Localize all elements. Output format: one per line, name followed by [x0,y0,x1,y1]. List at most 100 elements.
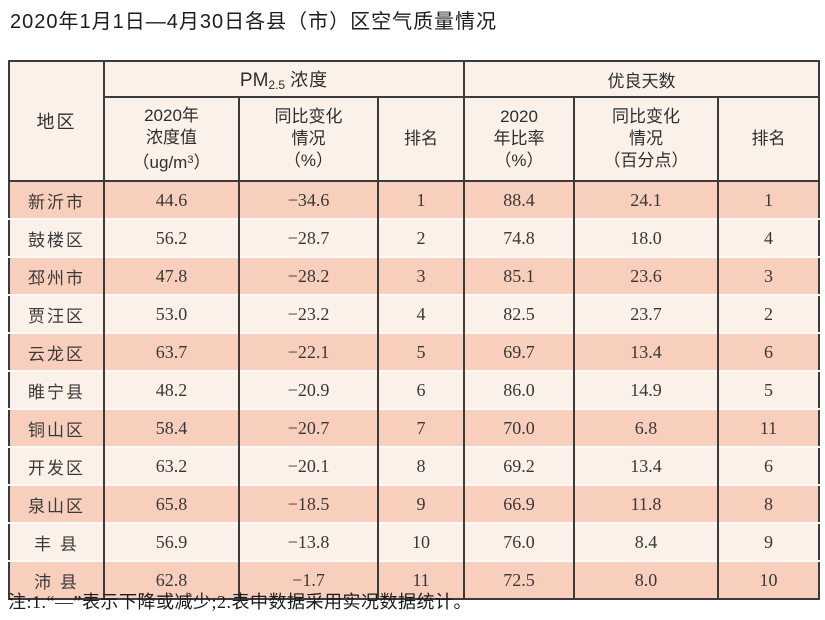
table-row: 云龙区 63.7 −22.1 5 69.7 13.4 6 [9,332,820,371]
page-title: 2020年1月1日—4月30日各县（市）区空气质量情况 [10,11,498,33]
cell-pm-value: 63.7 [103,332,239,371]
cell-pm-value: 63.2 [103,446,239,485]
cell-pm-value: 53.0 [103,294,239,333]
table-row: 铜山区 58.4 −20.7 7 70.0 6.8 11 [9,408,820,447]
cell-good-ratio: 72.5 [463,560,574,599]
header-line: 2020 [500,107,538,126]
table-body: 新沂市 44.6 −34.6 1 88.4 24.1 1 鼓楼区 56.2 −28.7 2 74.8 1… [9,180,820,599]
cell-pm-value: 62.8 [103,560,239,599]
cell-good-rank: 4 [716,218,820,257]
cell-pm-value: 56.2 [103,218,239,257]
cell-region: 鼓楼区 [9,218,104,257]
table-row: 邳州市 47.8 −28.2 3 85.1 23.6 3 [9,256,820,295]
cell-good-change: 23.7 [573,294,718,333]
cell-good-ratio: 85.1 [463,256,574,295]
cell-good-change: 24.1 [573,180,718,219]
cell-pm-change: −23.2 [238,294,378,333]
cell-good-rank: 11 [716,408,820,447]
cell-good-change: 13.4 [573,446,718,485]
header-line: （%） [283,151,334,170]
table-row: 贾汪区 53.0 −23.2 4 82.5 23.7 2 [9,294,820,333]
cell-good-ratio: 82.5 [463,294,574,333]
cell-good-ratio: 74.8 [463,218,574,257]
cell-region: 泉山区 [9,484,104,523]
cell-good-ratio: 69.2 [463,446,574,485]
header-line: 情况 [629,129,663,148]
table-row: 泉山区 65.8 −18.5 9 66.9 11.8 8 [9,484,820,523]
cell-good-ratio: 69.7 [463,332,574,371]
cell-pm-value: 44.6 [103,180,239,219]
cell-pm-rank: 2 [377,218,464,257]
cell-region: 开发区 [9,446,104,485]
cell-pm-rank: 7 [377,408,464,447]
header-line: 年比率 [493,129,545,148]
cell-good-ratio: 66.9 [463,484,574,523]
cell-pm-value: 47.8 [103,256,239,295]
header-line: （百分点） [603,151,689,170]
cell-pm-value: 56.9 [103,522,239,561]
cell-pm-change: −20.7 [238,408,378,447]
air-quality-table: 地区 PM2.5 浓度 优良天数 2020年 浓度值 （ug/m3） 同比变化 情… [8,60,821,600]
header-line: （ug/m3） [106,149,238,174]
cell-pm-rank: 6 [377,370,464,409]
cell-region: 丰 县 [9,522,104,561]
cell-region: 新沂市 [9,180,104,219]
cell-good-rank: 10 [716,560,820,599]
cell-good-change: 11.8 [573,484,718,523]
cell-good-rank: 3 [716,256,820,295]
header-region: 地区 [9,61,104,181]
cell-pm-rank: 4 [377,294,464,333]
cell-pm-value: 48.2 [103,370,239,409]
cell-good-change: 8.4 [573,522,718,561]
cell-region: 铜山区 [9,408,104,447]
header-line: 情况 [291,129,326,148]
header-group-row: 地区 PM2.5 浓度 优良天数 [9,61,820,181]
cell-good-ratio: 70.0 [463,408,574,447]
cell-pm-change: −20.9 [238,370,378,409]
cell-pm-rank: 10 [377,522,464,561]
cell-good-rank: 6 [716,332,820,371]
header-good-change: 同比变化 情况 （百分点） [573,97,718,182]
cell-pm-rank: 8 [377,446,464,485]
cell-good-rank: 2 [716,294,820,333]
header-pm-group: PM2.5 浓度 [103,61,464,98]
cell-pm-rank: 11 [377,560,464,599]
cell-good-ratio: 88.4 [463,180,574,219]
cell-region: 沛 县 [9,560,104,599]
cell-good-rank: 9 [716,522,820,561]
table-row: 沛 县 62.8 −1.7 11 72.5 8.0 10 [9,560,820,599]
cell-good-change: 6.8 [573,408,718,447]
header-good-days-group: 优良天数 [462,61,820,98]
header-good-rank: 排名 [716,97,820,182]
table-row: 新沂市 44.6 −34.6 1 88.4 24.1 1 [9,180,820,219]
cell-good-rank: 5 [716,370,820,409]
table-row: 开发区 63.2 −20.1 8 69.2 13.4 6 [9,446,820,485]
cell-pm-change: −34.6 [238,180,378,219]
cell-pm-change: −13.8 [238,522,378,561]
header-pm-change: 同比变化 情况 （%） [238,97,378,182]
cell-good-change: 23.6 [573,256,718,295]
header-line: 同比变化 [612,107,680,126]
cell-pm-rank: 3 [377,256,464,295]
cell-region: 贾汪区 [9,294,104,333]
cell-pm-change: −28.2 [238,256,378,295]
header-line: （%） [494,151,544,170]
cell-region: 邳州市 [9,256,104,295]
cell-pm-change: −28.7 [238,218,378,257]
cell-pm-value: 58.4 [103,408,239,447]
table-row: 鼓楼区 56.2 −28.7 2 74.8 18.0 4 [9,218,820,257]
cell-good-change: 18.0 [573,218,718,257]
cell-good-rank: 1 [716,180,820,219]
cell-good-change: 14.9 [573,370,718,409]
cell-pm-change: −22.1 [238,332,378,371]
header-line: 同比变化 [274,107,343,126]
header-line: 浓度值 [146,127,197,147]
header-sub-row: 2020年 浓度值 （ug/m3） 同比变化 情况 （%） 排名 2020 年比… [9,97,820,182]
pm-group-label: 浓度 [290,70,329,90]
footnote: 注:1.“—”表示下降或减少;2.表中数据采用实况数据统计。 [8,592,472,612]
header-line: 2020年 [144,105,199,125]
unit-pre: （ug/m [132,152,188,172]
cell-pm-change: −1.7 [238,560,378,599]
unit-superscript: 3 [187,153,194,166]
cell-pm-rank: 5 [377,332,464,371]
